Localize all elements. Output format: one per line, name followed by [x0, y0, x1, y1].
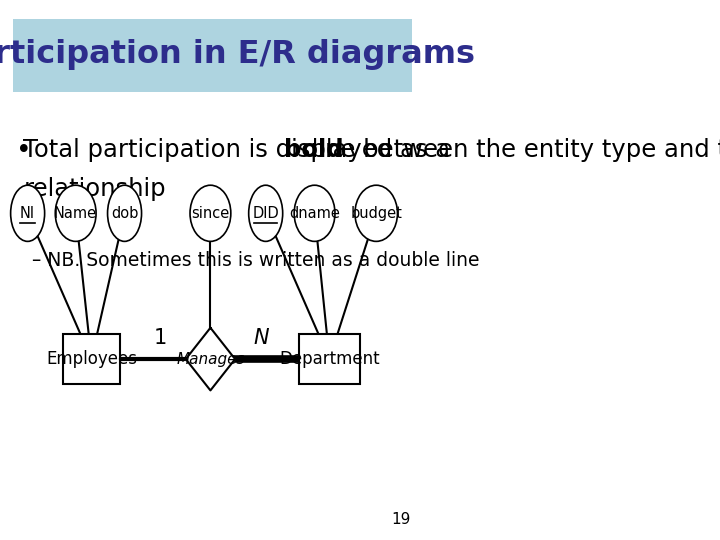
Text: 19: 19 [391, 511, 410, 526]
Text: Name: Name [54, 206, 97, 221]
Text: NI: NI [20, 206, 35, 221]
FancyBboxPatch shape [299, 334, 360, 384]
Ellipse shape [355, 185, 397, 241]
Text: dob: dob [111, 206, 138, 221]
Ellipse shape [190, 185, 231, 241]
Text: Total participation is displayed as a: Total participation is displayed as a [23, 138, 458, 161]
Ellipse shape [107, 185, 142, 241]
Text: since: since [192, 206, 230, 221]
FancyBboxPatch shape [13, 19, 413, 92]
Text: Participation in E/R diagrams: Participation in E/R diagrams [0, 38, 475, 70]
Text: Employees: Employees [46, 350, 137, 368]
Text: Department: Department [279, 350, 379, 368]
Ellipse shape [248, 185, 283, 241]
Text: relationship: relationship [23, 177, 166, 201]
Text: line between the entity type and the: line between the entity type and the [305, 138, 720, 161]
Text: budget: budget [350, 206, 402, 221]
Text: dname: dname [289, 206, 340, 221]
Polygon shape [186, 328, 235, 390]
Text: bold: bold [284, 138, 343, 161]
Text: DID: DID [252, 206, 279, 221]
Text: •: • [16, 138, 32, 164]
Text: 1: 1 [154, 327, 167, 348]
Text: – NB. Sometimes this is written as a double line: – NB. Sometimes this is written as a dou… [32, 251, 480, 270]
FancyBboxPatch shape [63, 334, 120, 384]
Text: N: N [253, 327, 269, 348]
Ellipse shape [55, 185, 96, 241]
Text: Manages: Manages [176, 352, 245, 367]
Ellipse shape [11, 185, 45, 241]
Ellipse shape [294, 185, 335, 241]
